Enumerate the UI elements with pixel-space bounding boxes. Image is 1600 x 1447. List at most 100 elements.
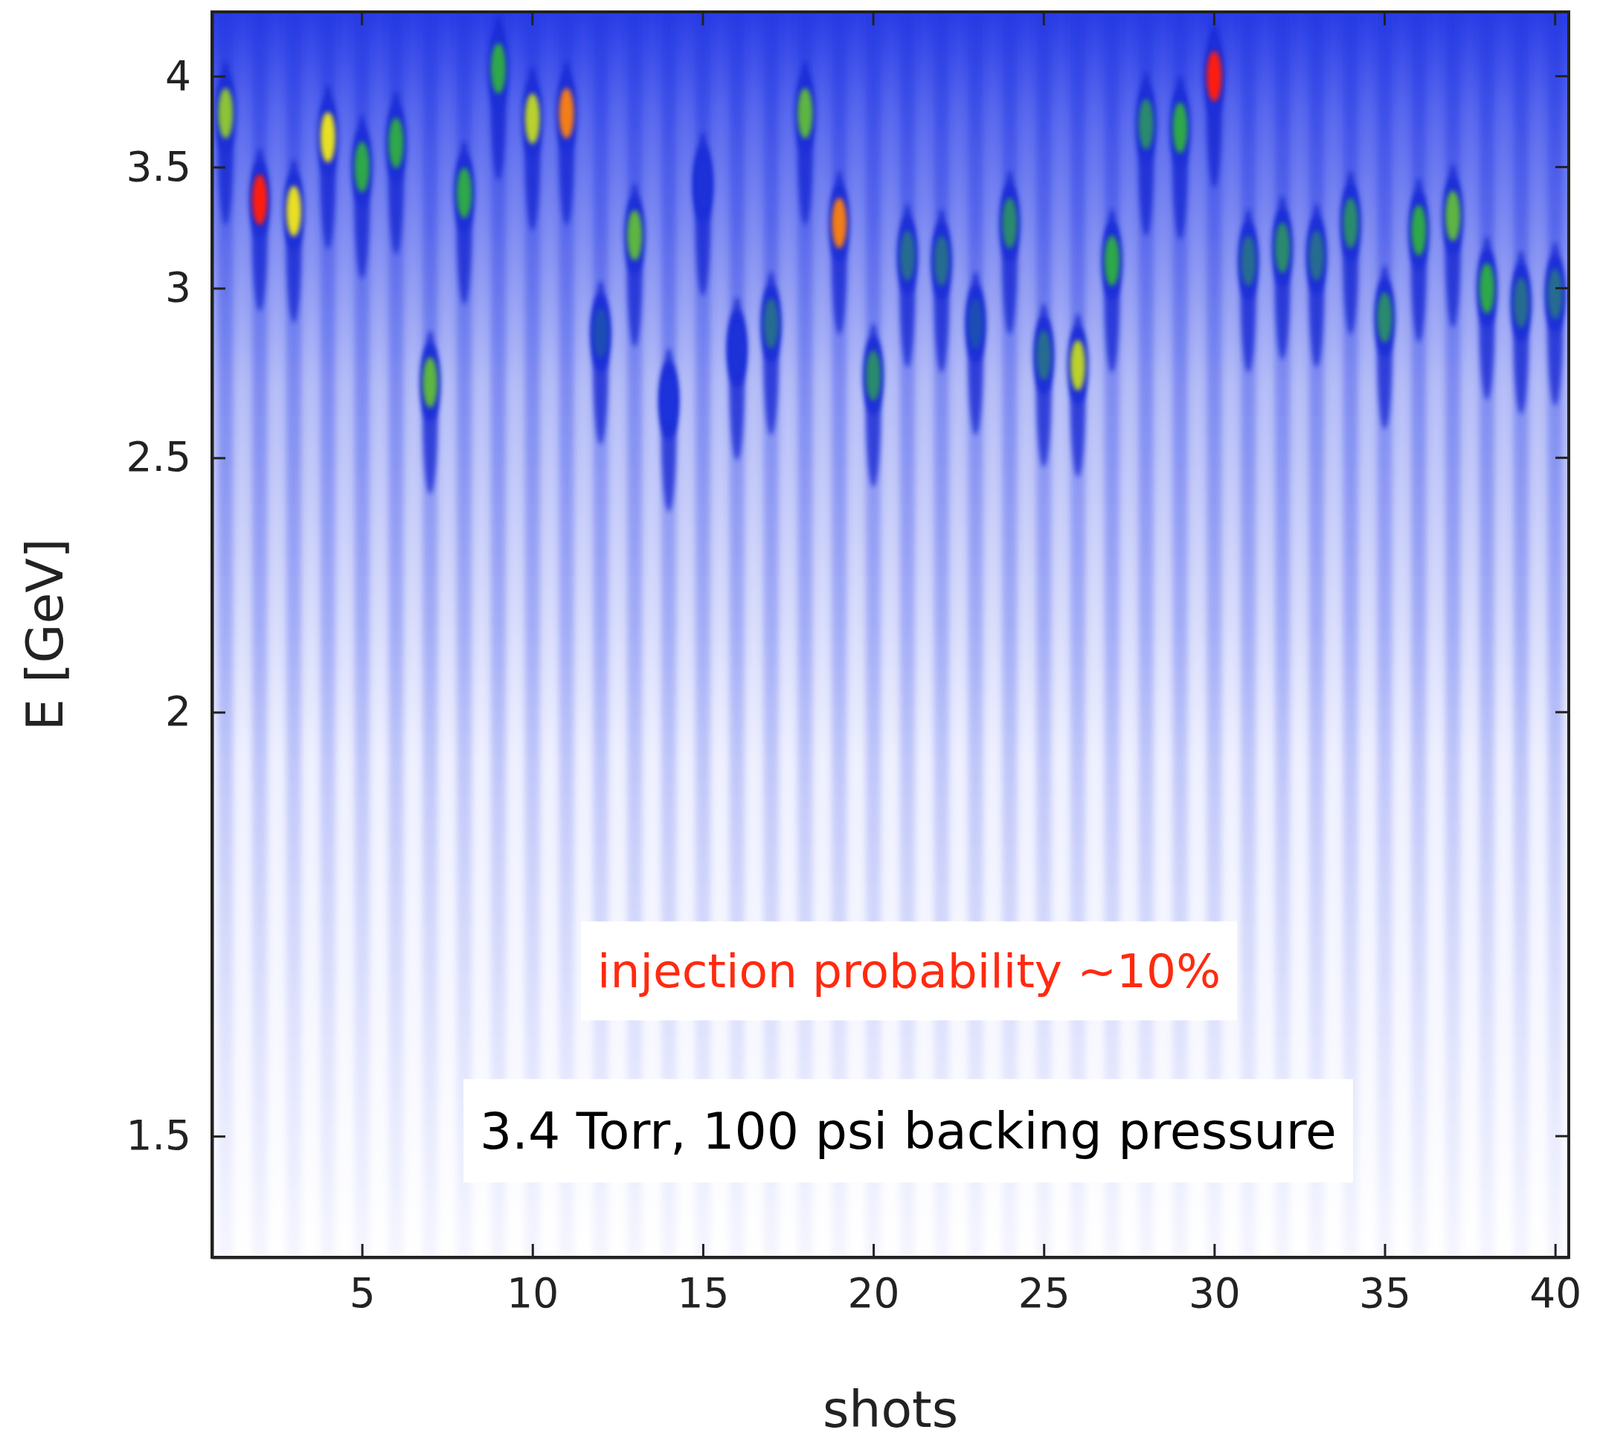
x-tick-mark-top [701,11,704,26]
peak-halo [1067,326,1089,404]
x-tick-label: 10 [506,1268,559,1317]
peak [931,209,953,373]
peak-core [900,230,915,282]
peak-core [661,374,677,426]
spectrum-strip [1274,11,1290,1258]
spectrum-strip [900,11,915,1258]
x-axis-title: shots [822,1379,959,1439]
x-tick: 30 [1188,1243,1241,1317]
peak [1271,195,1293,360]
y-tick-label: 3.5 [126,142,192,191]
y-tick-label: 3 [165,263,192,311]
peak [1544,241,1566,406]
peak-core [1001,197,1017,249]
peak-halo [419,343,441,422]
x-tick-label: 35 [1358,1268,1412,1317]
spectrum-strip [422,11,438,1258]
y-tick-label: 4 [165,52,192,100]
annotation: injection probability ~10% [580,921,1238,1021]
spectrum-strip [1240,11,1256,1258]
y-axis-title: E [GeV] [15,538,75,732]
peak-halo [351,128,373,207]
peak-halo [1408,191,1429,270]
peak-halo [1170,89,1191,167]
peak-core [1411,205,1426,256]
x-tick: 40 [1529,1243,1582,1317]
peak-core [320,111,336,163]
peak-halo [794,74,816,152]
y-tick-mark-right [1555,287,1569,290]
spectrum-strip [252,11,268,1258]
spectrum-strip [1138,11,1154,1258]
peak-core [729,323,745,375]
y-tick-mark-right [1555,165,1569,169]
spectrum-strip [388,11,404,1258]
peak-core [934,235,950,287]
y-axis-right [1555,75,1569,1136]
peak-halo [931,222,953,300]
spectrum-strip [592,11,608,1258]
x-tick-mark [361,1243,364,1258]
peak [658,348,680,512]
spectrum-strip [1172,11,1188,1258]
peak-core [286,185,302,237]
spectrum-strip [456,11,472,1258]
spectrum-strip [490,11,506,1258]
peak-halo [1135,85,1157,163]
spectrum-strip [525,11,541,1258]
peak [794,60,816,225]
spectrum-strip [865,11,881,1258]
peak-halo [1442,177,1464,255]
y-tick-mark-right [1555,456,1569,459]
peak-core [1206,50,1222,102]
x-axis: 510152025303540 [212,1243,1583,1317]
spectrum-strip [1206,11,1222,1258]
x-tick-mark [1042,1243,1046,1258]
spectrum-strip [217,11,233,1258]
spectrum-strip [1513,11,1529,1258]
y-tick-label: 2 [165,687,192,735]
peak [998,171,1020,335]
y-tick-mark [211,287,226,290]
x-tick: 35 [1358,1243,1412,1317]
peak [453,140,475,305]
peak [589,280,611,445]
plot-frame [211,11,1569,1258]
x-tick-mark-top [1213,11,1216,26]
x-tick: 5 [349,1243,376,1317]
peak [726,296,748,461]
x-tick-label: 40 [1529,1268,1582,1317]
peak [317,84,339,249]
peak-halo [1374,278,1396,357]
peak-halo [1033,316,1055,395]
peak-halo [897,217,918,295]
y-tick: 2 [165,687,226,735]
y-tick-mark-right [1555,75,1569,78]
x-tick-mark-top [1042,11,1046,26]
peak-halo [522,79,544,157]
peak-halo [317,98,339,176]
peak [1476,235,1498,400]
x-tick-mark [531,1243,535,1258]
peak-core [627,209,642,261]
peak-halo [760,284,782,363]
peak-core [1104,235,1120,287]
spectrum-strip [559,11,575,1258]
peak-core [1173,102,1188,154]
peak [1374,265,1396,430]
peak-core [490,43,506,94]
peak-halo [283,172,305,250]
spectrum-strip [320,11,336,1258]
peak-core [456,167,472,218]
peak [692,131,714,296]
peak-halo [692,145,714,223]
peak-core [592,307,608,358]
peak [965,271,987,436]
peak [1510,250,1532,415]
y-tick-mark [211,456,226,459]
chart: 5101520253035401.522.533.54shotsE [GeV]i… [0,0,1600,1447]
peak [1408,178,1429,343]
peak-core [1274,222,1290,273]
peak-core [559,87,575,139]
peak-halo [1340,184,1362,262]
